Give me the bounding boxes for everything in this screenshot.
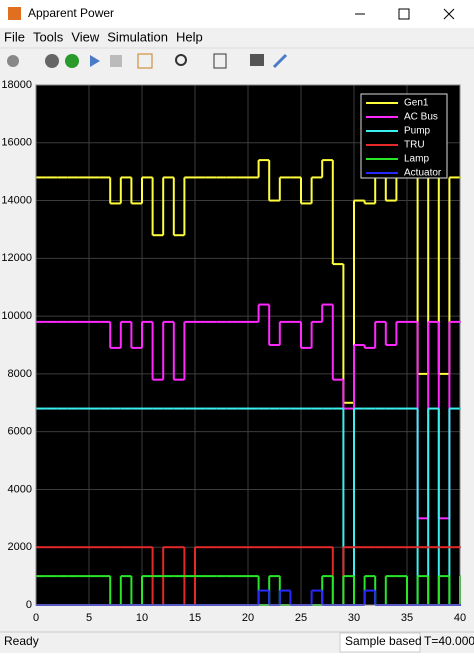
- x-tick-label: 35: [401, 612, 413, 624]
- x-tick-label: 10: [136, 612, 148, 624]
- x-tick-label: 20: [242, 612, 254, 624]
- menu-item[interactable]: Tools: [33, 29, 64, 44]
- menu-item[interactable]: Simulation: [107, 29, 168, 44]
- menu-item[interactable]: Help: [176, 29, 203, 44]
- legend-label: Pump: [404, 126, 431, 137]
- trigger-btn[interactable]: [250, 54, 264, 66]
- zoom-btn[interactable]: [175, 54, 187, 66]
- axes-border: [35, 84, 461, 606]
- y-tick-label: 8000: [8, 368, 32, 380]
- settings-btn[interactable]: [7, 55, 19, 67]
- y-tick-label: 12000: [1, 252, 32, 264]
- legend-label: Lamp: [404, 154, 429, 165]
- menu-item[interactable]: File: [4, 29, 25, 44]
- step-btn[interactable]: [90, 55, 100, 67]
- x-tick-label: 30: [348, 612, 360, 624]
- title-bar: [0, 0, 474, 28]
- x-tick-label: 15: [189, 612, 201, 624]
- autoscale-btn[interactable]: [213, 53, 227, 69]
- app-icon: [8, 7, 21, 20]
- run-btn[interactable]: [65, 54, 79, 68]
- highlight-btn[interactable]: [137, 53, 153, 69]
- toolbar: [7, 53, 288, 69]
- cursor-btn[interactable]: [272, 53, 288, 69]
- x-tick-label: 40: [454, 612, 466, 624]
- stop-btn[interactable]: [110, 55, 122, 67]
- status-text: Ready: [4, 634, 39, 648]
- y-tick-label: 18000: [1, 79, 32, 91]
- legend-label: TRU: [404, 140, 425, 151]
- step-back-btn[interactable]: [45, 54, 59, 68]
- y-tick-label: 6000: [8, 426, 32, 438]
- window-title: Apparent Power: [28, 6, 114, 20]
- status-mode: Sample based: [345, 634, 422, 648]
- close[interactable]: [443, 8, 455, 20]
- menu-bar: File Tools View Simulation Help: [4, 29, 203, 44]
- x-tick-label: 25: [295, 612, 307, 624]
- legend-label: Actuator: [404, 168, 442, 179]
- y-tick-label: 16000: [1, 137, 32, 149]
- status-time: T=40.000: [424, 634, 474, 648]
- x-tick-label: 0: [33, 612, 39, 624]
- y-tick-label: 2000: [8, 541, 32, 553]
- y-tick-label: 14000: [1, 194, 32, 206]
- menu-item[interactable]: View: [71, 29, 100, 44]
- maximize[interactable]: [398, 8, 410, 20]
- legend-label: AC Bus: [404, 112, 438, 123]
- y-tick-label: 10000: [1, 310, 32, 322]
- legend-entries: Gen1 AC Bus Pump TRU Lamp Actuator: [366, 98, 442, 179]
- legend: [360, 93, 448, 179]
- legend-label: Gen1: [404, 98, 429, 109]
- y-tick-label: 0: [26, 599, 32, 611]
- status-field: [339, 632, 421, 653]
- x-tick-label: 5: [86, 612, 92, 624]
- y-tick-label: 4000: [8, 483, 32, 495]
